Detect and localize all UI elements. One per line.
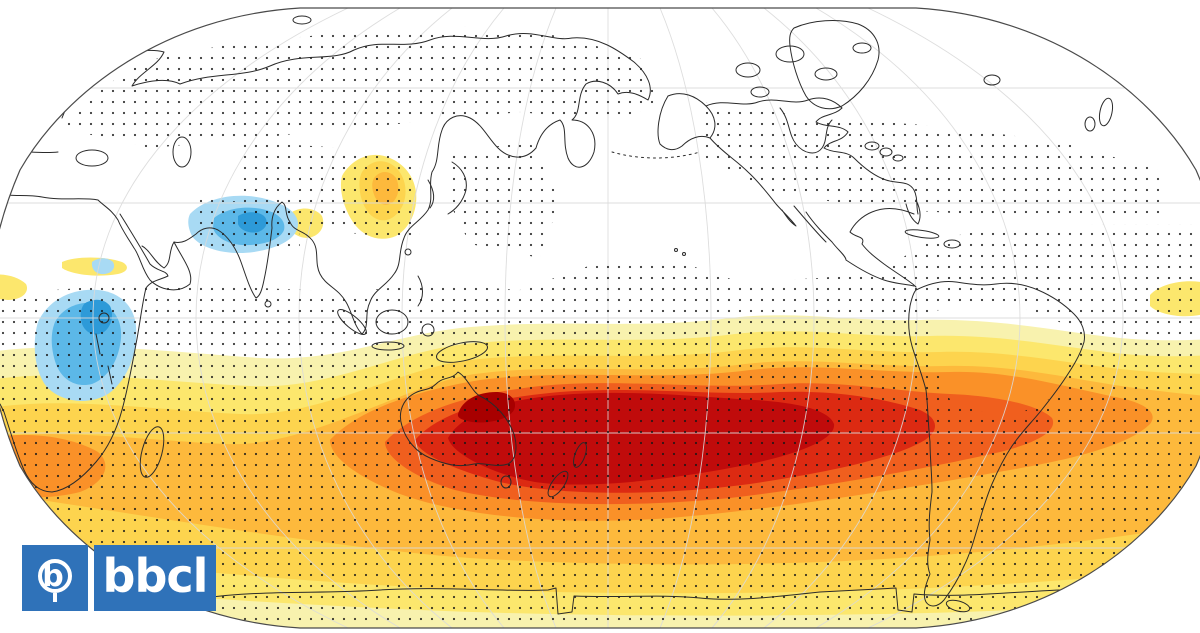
stipple-northwest-pacific (448, 142, 560, 258)
coastline-lake-victoria (98, 312, 110, 324)
coastline-great-lakes-2 (879, 147, 893, 157)
coastline-nz-south-island (547, 470, 569, 498)
coastline-black-sea (75, 149, 109, 167)
brand-logo: b bbcl (22, 545, 216, 611)
coastline-tasmania (500, 475, 512, 489)
coastline-borneo (375, 309, 409, 335)
coastline-japan-korea (427, 161, 467, 215)
coastline-africa (0, 213, 169, 493)
coastline-java (371, 341, 405, 351)
brand-wordmark-box: bbcl (94, 545, 216, 611)
stipple-south-asia (192, 198, 300, 252)
coastline-iceland (983, 74, 1001, 86)
coastline-antarctica (204, 585, 1153, 615)
coastline-sumatra (337, 309, 367, 335)
coastline-north-america-east (849, 189, 921, 288)
coastline-north-america-arctic (705, 97, 915, 191)
coastline-great-britain (1098, 97, 1114, 127)
coastline-hispaniola (943, 239, 961, 249)
coastline-new-guinea (435, 341, 489, 363)
map-border (0, 7, 1200, 629)
brand-wordmark: bbcl (102, 549, 209, 603)
stipple-europe (0, 52, 80, 120)
biobio-b-icon: b (38, 559, 72, 602)
coastline-arctic-island-1 (735, 62, 761, 78)
coastline-south-america (908, 281, 1085, 607)
coastline-australia (399, 371, 517, 467)
coastline-alaska (657, 93, 716, 151)
coastline-sulawesi (421, 323, 435, 337)
coastline-svalbard (292, 15, 312, 25)
stipple-north-america-band (700, 102, 1165, 218)
coastline-madagascar (139, 426, 165, 478)
coastline-hudson-bay (779, 107, 833, 154)
coastline-sri-lanka (264, 300, 272, 308)
coastline-hawaii-2 (682, 252, 686, 256)
coastline-ireland (1084, 116, 1096, 132)
brand-icon-box: b (22, 545, 88, 611)
coastline-eurasia (0, 32, 651, 335)
stipple-equator-and-south (0, 224, 1200, 628)
coastline-arctic-island-2 (775, 45, 805, 63)
coastline-philippines (417, 275, 423, 307)
coastline-great-lakes-3 (892, 154, 904, 162)
coastline-hawaii-1 (674, 248, 678, 252)
coastline-caspian-sea (172, 136, 192, 168)
coastline-cuba (904, 229, 940, 239)
brand-icon-letter: b (42, 559, 63, 594)
coastline-aleutians (611, 151, 701, 159)
coastlines (0, 15, 1153, 615)
coastline-great-lakes-1 (864, 141, 880, 151)
coastline-rift-lakes (95, 333, 113, 385)
coastline-arctic-island-5 (750, 86, 770, 98)
coastline-north-america-west (709, 137, 915, 287)
coastline-greenland (789, 20, 880, 110)
coastline-taiwan (404, 248, 412, 256)
coastline-tierra-del-fuego (945, 599, 971, 613)
coastline-arctic-island-4 (852, 42, 872, 54)
coastline-nz-north-island (573, 442, 587, 468)
coastline-arctic-island-3 (814, 67, 838, 81)
stipple-arctic-band (60, 26, 662, 148)
